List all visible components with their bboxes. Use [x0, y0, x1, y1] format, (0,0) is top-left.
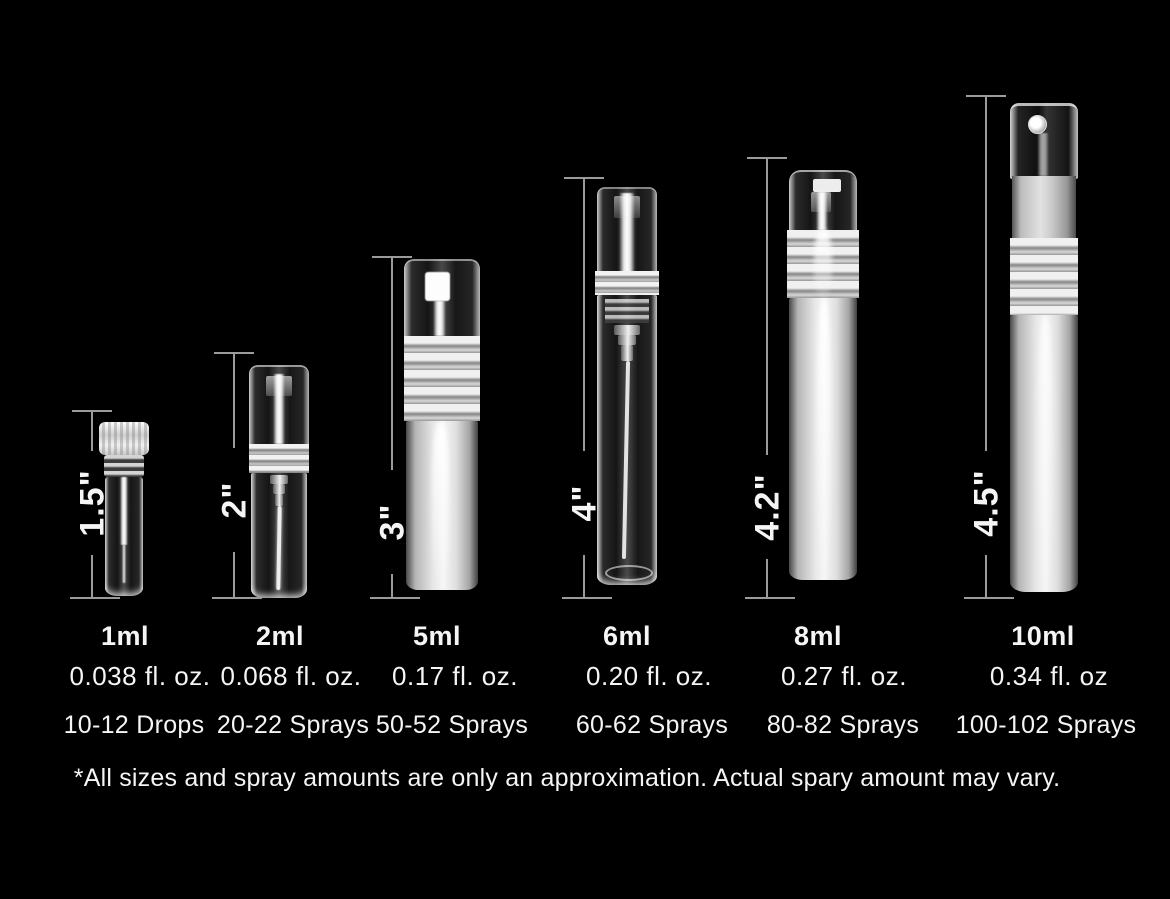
volume-label-2ml: 2ml: [255, 621, 305, 651]
pump-collar: [1010, 238, 1078, 315]
dimension-line-6ml: [583, 177, 585, 451]
footnote: *All sizes and spray amounts are only an…: [73, 764, 1061, 792]
fl-oz-label-8ml: 0.27 fl. oz.: [781, 661, 907, 691]
volume-label-10ml: 10ml: [1011, 621, 1075, 651]
nozzle-step: [618, 335, 636, 345]
dimension-line-10ml: [985, 555, 987, 598]
fl-oz-label-5ml: 0.17 fl. oz.: [392, 661, 518, 691]
nozzle-step: [621, 345, 633, 361]
volume-label-8ml: 8ml: [793, 621, 843, 651]
spray-actuator: [425, 272, 450, 301]
neck-rings: [605, 299, 649, 323]
amount-label-6ml: 60-62 Sprays: [575, 711, 729, 739]
bottle-base-rim: [605, 565, 653, 581]
dimension-line-10ml: [985, 95, 987, 451]
nozzle-step: [270, 475, 288, 484]
volume-label-6ml: 6ml: [602, 621, 652, 651]
collar-highlight: [814, 230, 832, 298]
dimension-line-5ml: [391, 256, 393, 470]
dimension-line-1ml: [91, 555, 93, 598]
applicator-stem-tip: [122, 545, 126, 583]
pump-stem: [433, 301, 446, 336]
dimension-bottom-tick-8ml: [745, 597, 795, 599]
bottle-cap: [99, 422, 149, 455]
dimension-line-2ml: [233, 552, 235, 598]
dimension-bottom-tick-2ml: [212, 597, 262, 599]
fl-oz-label-2ml: 0.068 fl. oz.: [220, 661, 362, 691]
dimension-line-2ml: [233, 352, 235, 448]
bottle-5ml: [404, 259, 480, 590]
bottle-10ml: [1008, 103, 1080, 592]
nozzle-step: [273, 484, 285, 494]
fl-oz-label-10ml: 0.34 fl. oz: [989, 661, 1109, 691]
amount-label-8ml: 80-82 Sprays: [766, 711, 920, 739]
pump-collar: [404, 336, 480, 421]
dimension-bottom-tick-10ml: [964, 597, 1014, 599]
height-label-10ml: 4.5": [967, 469, 1006, 537]
dimension-bottom-tick-5ml: [370, 597, 420, 599]
pump-collar: [595, 271, 659, 295]
bottle-neck-threads: [104, 455, 144, 477]
fl-oz-label-6ml: 0.20 fl. oz.: [586, 661, 712, 691]
spray-head: [813, 179, 841, 192]
amount-label-1ml: 10-12 Drops: [63, 711, 205, 739]
nozzle-step: [614, 325, 640, 335]
height-label-1ml: 1.5": [73, 469, 112, 537]
amount-label-2ml: 20-22 Sprays: [216, 711, 370, 739]
pump-stem: [273, 374, 285, 444]
pump-collar: [249, 444, 309, 473]
dimension-line-6ml: [583, 555, 585, 598]
height-label-8ml: 4.2": [748, 473, 787, 541]
pump-stem: [1037, 133, 1049, 176]
bottle-neck: [1012, 176, 1076, 238]
bottle-8ml: [787, 170, 859, 582]
pump-stem: [816, 192, 828, 230]
height-label-6ml: 4": [565, 484, 604, 522]
amount-label-10ml: 100-102 Sprays: [955, 711, 1137, 739]
dimension-line-1ml: [91, 410, 93, 451]
body-highlight: [817, 300, 831, 572]
spray-nozzle: [1028, 115, 1047, 134]
body-highlight: [432, 423, 449, 583]
dimension-line-8ml: [766, 559, 768, 598]
bottle-1ml: [99, 422, 149, 598]
volume-label-5ml: 5ml: [412, 621, 462, 651]
height-label-5ml: 3": [373, 503, 412, 541]
fl-oz-label-1ml: 0.038 fl. oz.: [69, 661, 211, 691]
pump-stem: [619, 193, 635, 293]
dimension-bottom-tick-6ml: [562, 597, 612, 599]
dimension-line-5ml: [391, 574, 393, 598]
body-highlight: [1038, 319, 1053, 579]
volume-label-1ml: 1ml: [100, 621, 150, 651]
bottle-2ml: [249, 365, 309, 598]
height-label-2ml: 2": [215, 481, 254, 519]
applicator-stem: [120, 477, 128, 545]
dimension-bottom-tick-1ml: [70, 597, 120, 599]
dimension-line-8ml: [766, 157, 768, 455]
bottle-6ml: [595, 187, 659, 588]
amount-label-5ml: 50-52 Sprays: [375, 711, 529, 739]
nozzle-step: [275, 494, 283, 506]
